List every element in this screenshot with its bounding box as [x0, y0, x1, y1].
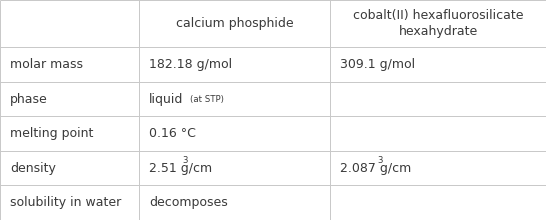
Text: phase: phase	[10, 93, 48, 106]
Text: molar mass: molar mass	[10, 58, 83, 71]
Text: 3: 3	[377, 156, 383, 165]
Text: 2.51 g/cm: 2.51 g/cm	[149, 162, 212, 175]
Text: 182.18 g/mol: 182.18 g/mol	[149, 58, 232, 71]
Text: 309.1 g/mol: 309.1 g/mol	[340, 58, 416, 71]
Text: solubility in water: solubility in water	[10, 196, 121, 209]
Text: decomposes: decomposes	[149, 196, 228, 209]
Text: cobalt(II) hexafluorosilicate
hexahydrate: cobalt(II) hexafluorosilicate hexahydrat…	[353, 9, 524, 38]
Text: density: density	[10, 162, 56, 175]
Text: 2.087 g/cm: 2.087 g/cm	[340, 162, 411, 175]
Text: 3: 3	[182, 156, 188, 165]
Text: 0.16 °C: 0.16 °C	[149, 127, 196, 140]
Text: (at STP): (at STP)	[190, 95, 224, 104]
Text: melting point: melting point	[10, 127, 93, 140]
Text: calcium phosphide: calcium phosphide	[176, 17, 294, 30]
Text: liquid: liquid	[149, 93, 183, 106]
